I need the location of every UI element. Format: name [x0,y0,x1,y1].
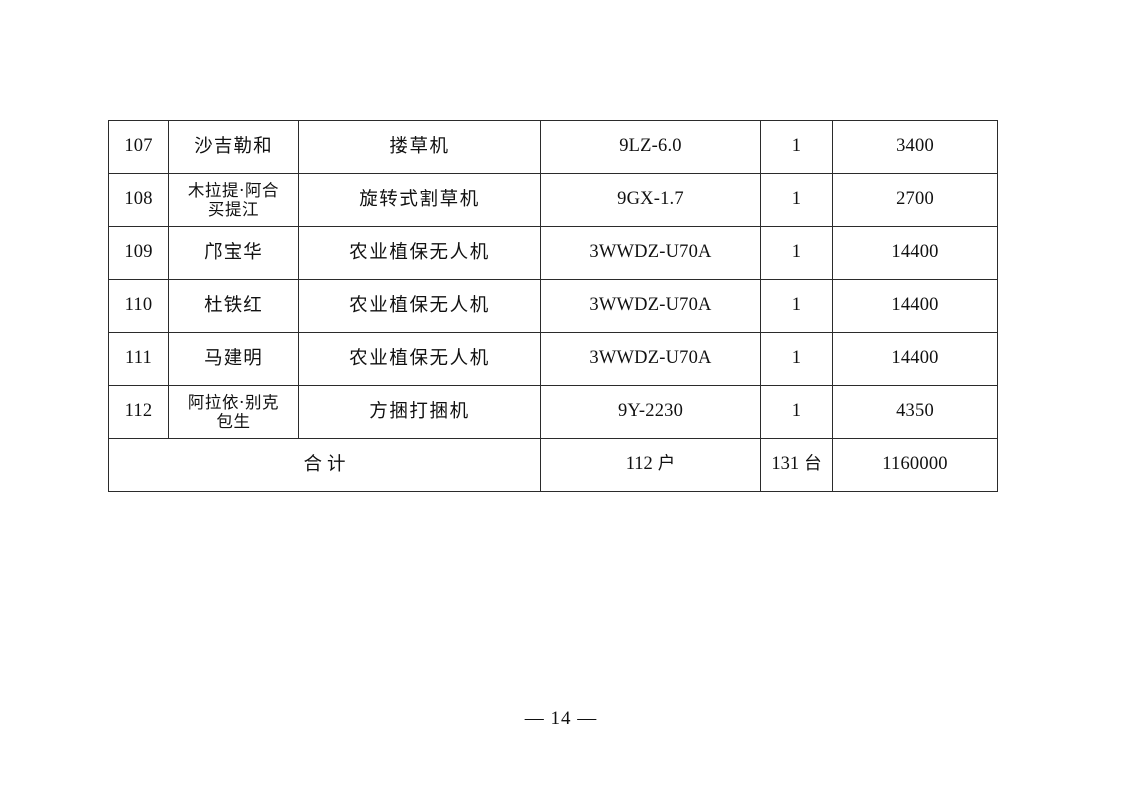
cell-equipment: 农业植保无人机 [298,226,541,280]
table-row: 110 杜铁红 农业植保无人机 3WWDZ-U70A 1 14400 [108,279,998,333]
cell-quantity: 1 [760,279,833,333]
table-row: 108 木拉提·阿合 买提江 旋转式割草机 9GX-1.7 1 2700 [108,173,998,227]
cell-quantity: 1 [760,120,833,174]
cell-model: 3WWDZ-U70A [540,279,761,333]
cell-model: 9LZ-6.0 [540,120,761,174]
cell-amount: 14400 [832,226,998,280]
cell-equipment: 搂草机 [298,120,541,174]
cell-amount: 4350 [832,385,998,439]
cell-index: 110 [108,279,169,333]
total-quantity-value: 131 [771,454,800,475]
table-row: 111 马建明 农业植保无人机 3WWDZ-U70A 1 14400 [108,332,998,386]
total-amount: 1160000 [832,438,998,492]
cell-index: 108 [108,173,169,227]
cell-name: 马建明 [168,332,299,386]
total-label: 合计 [108,438,541,492]
total-households-value: 112 [625,454,653,475]
cell-equipment: 农业植保无人机 [298,279,541,333]
name-line-1: 阿拉依·别克 [187,392,280,412]
subsidy-table-container: 107 沙吉勒和 搂草机 9LZ-6.0 1 3400 108 木拉提·阿合 买提… [108,120,998,492]
cell-amount: 14400 [832,279,998,333]
cell-quantity: 1 [760,173,833,227]
cell-index: 112 [108,385,169,439]
cell-model: 9GX-1.7 [540,173,761,227]
table-row: 109 邝宝华 农业植保无人机 3WWDZ-U70A 1 14400 [108,226,998,280]
total-households: 112 户 [540,438,761,492]
cell-index: 109 [108,226,169,280]
cell-amount: 14400 [832,332,998,386]
cell-model: 9Y-2230 [540,385,761,439]
table-body: 107 沙吉勒和 搂草机 9LZ-6.0 1 3400 108 木拉提·阿合 买提… [108,120,998,492]
cell-name: 阿拉依·别克 包生 [168,385,299,439]
cell-model: 3WWDZ-U70A [540,226,761,280]
total-households-unit: 户 [657,454,676,475]
cell-quantity: 1 [760,385,833,439]
total-quantity-unit: 台 [804,454,822,475]
cell-name: 木拉提·阿合 买提江 [168,173,299,227]
cell-name: 杜铁红 [168,279,299,333]
table-total-row: 合计 112 户 131 台 1160000 [108,438,998,492]
page-number-footer: — 14 — [524,708,598,729]
cell-amount: 2700 [832,173,998,227]
total-quantity: 131 台 [760,438,833,492]
cell-equipment: 方捆打捆机 [298,385,541,439]
subsidy-table: 107 沙吉勒和 搂草机 9LZ-6.0 1 3400 108 木拉提·阿合 买提… [108,120,998,492]
cell-equipment: 农业植保无人机 [298,332,541,386]
cell-quantity: 1 [760,226,833,280]
cell-model: 3WWDZ-U70A [540,332,761,386]
cell-index: 111 [108,332,169,386]
name-line-2: 包生 [216,412,251,431]
name-line-1: 木拉提·阿合 [187,180,280,200]
table-row: 112 阿拉依·别克 包生 方捆打捆机 9Y-2230 1 4350 [108,385,998,439]
cell-index: 107 [108,120,169,174]
cell-name: 邝宝华 [168,226,299,280]
cell-equipment: 旋转式割草机 [298,173,541,227]
cell-name: 沙吉勒和 [168,120,299,174]
cell-amount: 3400 [832,120,998,174]
name-line-2: 买提江 [207,200,260,219]
table-row: 107 沙吉勒和 搂草机 9LZ-6.0 1 3400 [108,120,998,174]
cell-quantity: 1 [760,332,833,386]
